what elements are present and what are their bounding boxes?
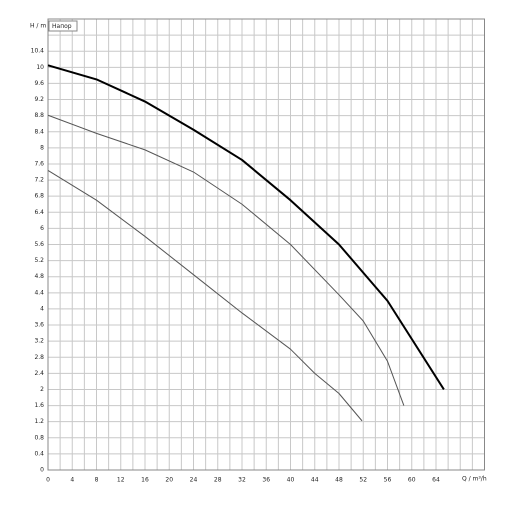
x-tick-label: 40 — [287, 477, 295, 484]
y-tick-label: 8.4 — [34, 128, 44, 135]
y-tick-label: 2.4 — [34, 370, 44, 377]
curve — [47, 169, 363, 422]
y-tick-label: 0.4 — [34, 450, 44, 457]
plot-frame — [47, 18, 485, 471]
y-tick-label: 9.2 — [34, 96, 44, 103]
x-tick-label: 56 — [384, 477, 392, 484]
x-tick-label: 4 — [70, 477, 74, 484]
x-tick-label: 64 — [432, 477, 440, 484]
y-tick-label: 10.4 — [31, 48, 45, 55]
x-tick-label: 32 — [238, 477, 246, 484]
y-tick-label: 4.8 — [34, 273, 44, 280]
y-tick-label: 5.6 — [34, 241, 44, 248]
y-tick-label: 0.8 — [34, 434, 44, 441]
x-tick-label: 28 — [214, 477, 222, 484]
y-tick-label: 1.2 — [34, 418, 44, 425]
x-tick-label: 8 — [95, 477, 99, 484]
y-tick-label: 7.2 — [34, 177, 44, 184]
y-tick-label: 7.6 — [34, 160, 44, 167]
y-tick-label: 4 — [40, 305, 44, 312]
y-tick-label: 3.2 — [34, 338, 44, 345]
curve — [47, 114, 405, 406]
y-tick-label: 8 — [40, 144, 44, 151]
y-tick-label: 6 — [40, 225, 44, 232]
curve — [47, 64, 445, 391]
x-tick-label: 52 — [359, 477, 367, 484]
y-tick-label: 10 — [36, 64, 44, 71]
x-tick-label: 36 — [262, 477, 270, 484]
y-tick-label: 9.6 — [34, 80, 44, 87]
x-tick-label: 12 — [117, 477, 125, 484]
x-tick-label: 20 — [165, 477, 173, 484]
y-tick-label: 8.8 — [34, 112, 44, 119]
y-tick-label: 5.2 — [34, 257, 44, 264]
x-tick-label: 16 — [141, 477, 149, 484]
y-tick-label: 2.8 — [34, 354, 44, 361]
y-tick-label: 6.4 — [34, 209, 44, 216]
x-tick-label: 60 — [408, 477, 416, 484]
y-tick-label: 2 — [40, 386, 44, 393]
y-tick-label: 3.6 — [34, 322, 44, 329]
legend-label: Напор — [52, 23, 72, 30]
x-tick-label: 0 — [46, 477, 50, 484]
y-tick-label: 6.8 — [34, 193, 44, 200]
x-tick-label: 44 — [311, 477, 319, 484]
y-axis-label: H / m — [30, 23, 46, 30]
legend-box — [48, 20, 78, 32]
y-tick-label: 0 — [40, 467, 44, 474]
x-tick-label: 24 — [190, 477, 198, 484]
y-tick-label: 1.6 — [34, 402, 44, 409]
x-tick-label: 48 — [335, 477, 343, 484]
x-axis-label: Q / m³/h — [462, 476, 487, 483]
y-tick-label: 4.4 — [34, 289, 44, 296]
